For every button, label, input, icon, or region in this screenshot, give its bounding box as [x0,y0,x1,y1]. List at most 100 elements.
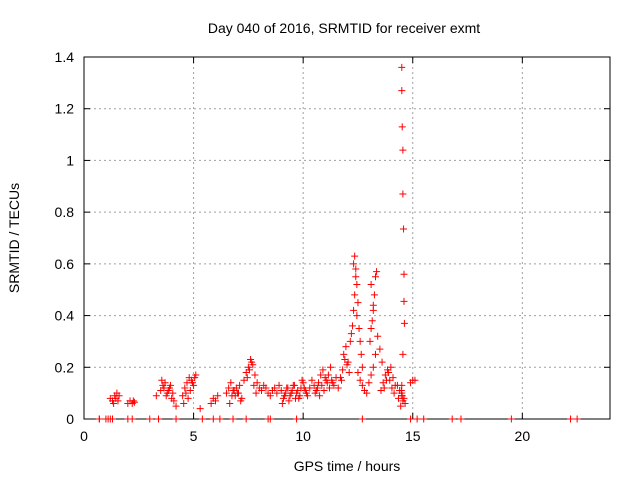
data-point [209,415,217,423]
data-point [398,123,406,131]
data-point [277,387,285,395]
data-point [397,387,405,395]
y-tick-label: 0.8 [55,204,75,220]
data-point [348,322,356,330]
data-point [358,363,366,371]
data-point [302,389,310,397]
data-point [363,389,371,397]
data-point [225,384,233,392]
data-point [355,325,363,332]
data-point [367,325,375,332]
data-point [354,368,362,376]
y-tick-label: 0.2 [55,359,75,375]
data-point [235,389,243,397]
data-point [298,376,306,384]
data-point [345,368,353,376]
data-point [227,379,235,387]
y-tick-label: 0.6 [55,256,75,272]
data-point [167,381,175,389]
data-point [313,384,321,392]
data-point [128,415,136,423]
x-tick-label: 10 [295,428,311,444]
data-point [400,270,408,278]
tick-label-layer: 0 0.2 0.4 0.6 0.8 1 1.2 1.4 0 5 10 15 20 [55,49,531,444]
data-point [351,291,359,299]
data-point [399,190,407,198]
data-point [370,291,378,299]
data-point [188,379,196,387]
data-point [457,415,465,423]
data-point [413,415,421,423]
data-point [374,332,382,340]
data-point [152,392,160,400]
data-point [401,399,409,407]
data-point [365,379,373,387]
data-point [371,273,379,281]
data-point [95,415,103,423]
data-point [371,350,379,358]
data-point [324,371,332,379]
data-point [386,376,394,384]
data-point [172,415,180,423]
data-point [308,376,316,384]
data-point [339,366,347,374]
data-point [368,317,376,325]
data-point [273,389,281,397]
data-point [248,358,256,366]
y-tick-label: 1.4 [55,49,75,65]
x-tick-label: 20 [515,428,531,444]
data-point [399,350,407,358]
data-point [169,389,177,397]
data-point [296,392,304,400]
data-point [289,381,297,389]
data-point [237,397,245,405]
data-point [212,397,219,405]
data-point [399,146,407,154]
data-point [388,384,396,392]
data-point [377,387,385,395]
data-point [186,387,194,395]
data-point [243,374,251,382]
data-point [306,384,314,392]
data-mark-layer [95,63,581,423]
y-axis-label: SRMTID / TECUs [6,183,22,293]
data-point [207,399,215,407]
data-point [358,415,366,423]
data-point [350,306,358,314]
data-point [181,384,189,392]
data-point [160,384,168,392]
data-point [158,376,166,384]
data-point [353,312,361,320]
data-point [369,363,377,371]
data-point [294,387,302,395]
data-point [129,397,137,405]
chart-title: Day 040 of 2016, SRMTID for receiver exm… [208,20,480,36]
data-point [196,405,204,413]
data-point [325,384,333,392]
data-point [369,301,377,309]
data-point [287,389,295,397]
data-point [319,366,327,374]
data-point [378,358,386,366]
data-point [358,381,366,389]
data-point [108,415,116,423]
data-point [172,402,180,410]
data-point [252,389,260,397]
data-point [180,399,188,407]
data-point [293,415,301,423]
data-point [317,371,325,379]
y-tick-label: 0.4 [55,308,75,324]
data-point [347,330,355,338]
data-point [367,371,375,379]
data-point [170,397,178,405]
data-point [250,381,258,389]
data-point [198,415,206,423]
data-point [329,379,337,387]
plot-frame [83,56,611,420]
data-point [155,415,163,423]
data-point [350,260,358,268]
data-point [232,384,240,392]
data-point [379,379,387,387]
data-point [283,384,291,392]
